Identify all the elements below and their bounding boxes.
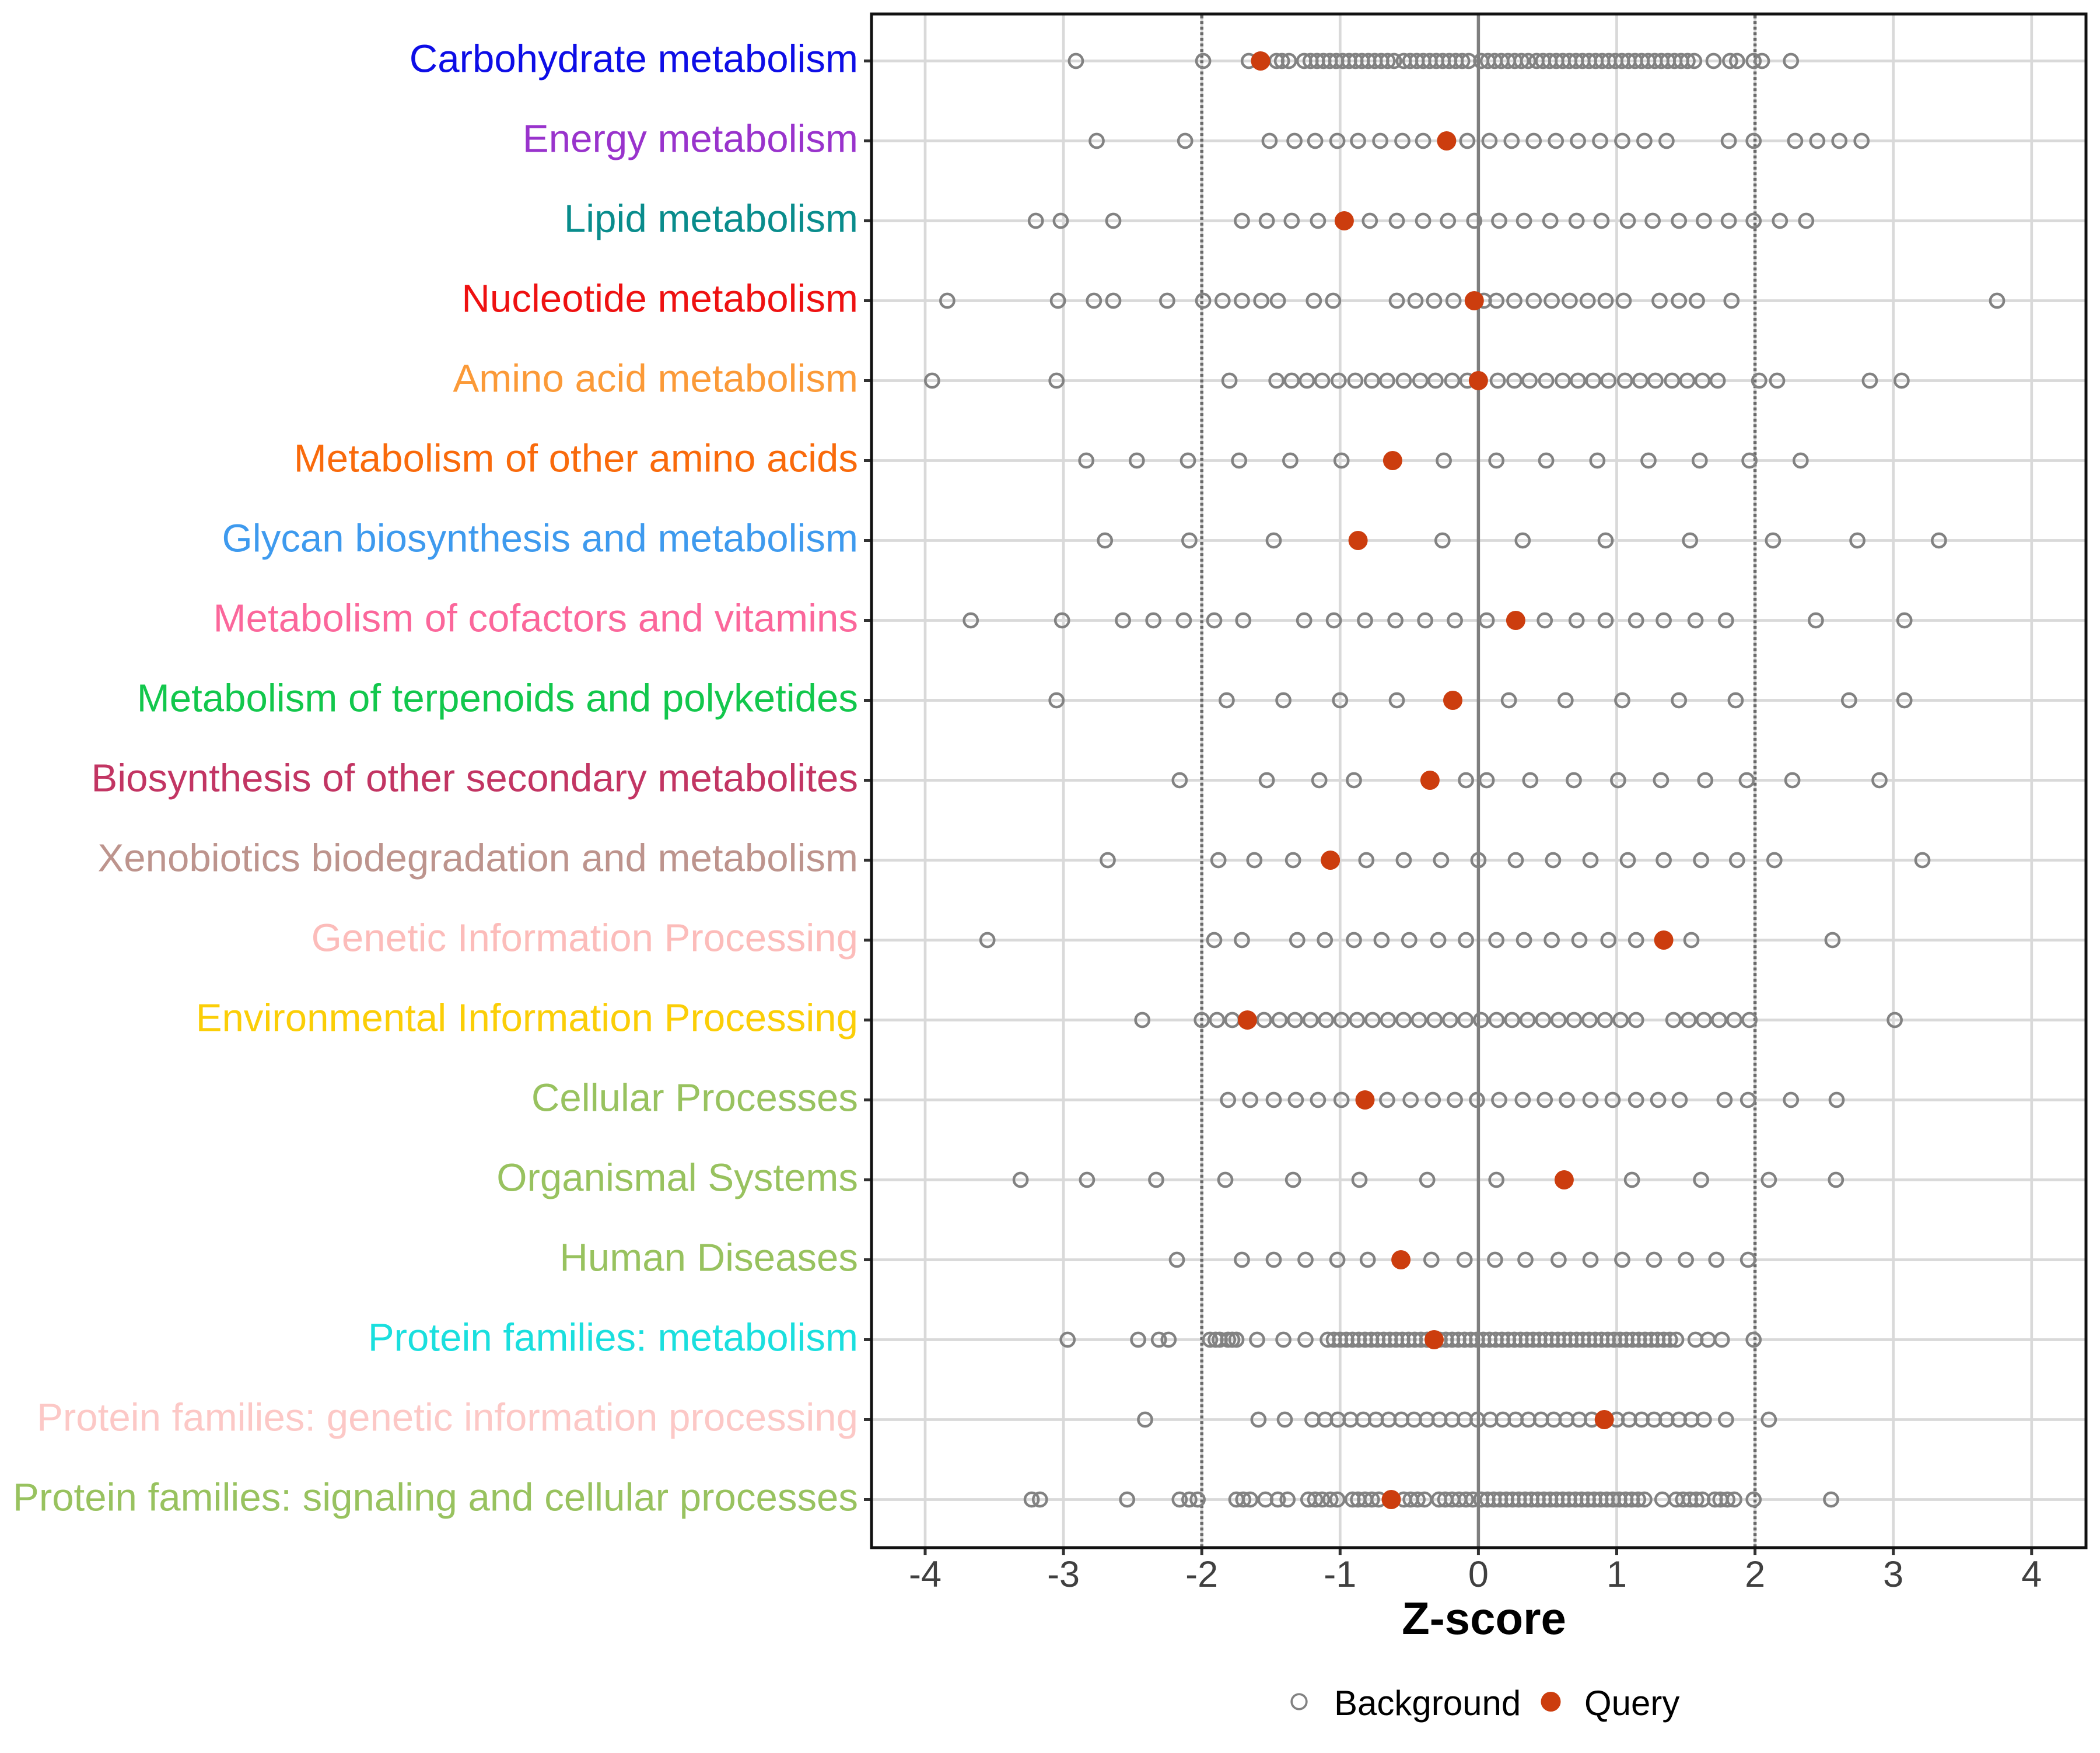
svg-text:Z-score: Z-score <box>1402 1593 1566 1644</box>
svg-text:-3: -3 <box>1047 1554 1080 1595</box>
svg-text:Metabolism of terpenoids and p: Metabolism of terpenoids and polyketides <box>137 677 858 720</box>
svg-text:Protein families: signaling an: Protein families: signaling and cellular… <box>13 1476 858 1520</box>
svg-text:Protein families: genetic info: Protein families: genetic information pr… <box>37 1396 858 1440</box>
svg-text:Query: Query <box>1584 1684 1679 1723</box>
svg-text:Organismal Systems: Organismal Systems <box>496 1156 858 1200</box>
svg-text:Xenobiotics biodegradation and: Xenobiotics biodegradation and metabolis… <box>97 837 858 880</box>
svg-text:1: 1 <box>1606 1554 1627 1595</box>
svg-text:Biosynthesis of other secondar: Biosynthesis of other secondary metaboli… <box>91 757 858 800</box>
svg-text:0: 0 <box>1468 1554 1489 1595</box>
svg-text:Cellular Processes: Cellular Processes <box>531 1076 858 1120</box>
svg-text:2: 2 <box>1745 1554 1765 1595</box>
svg-text:Metabolism of cofactors and vi: Metabolism of cofactors and vitamins <box>214 597 858 641</box>
svg-text:3: 3 <box>1883 1554 1903 1595</box>
svg-text:Carbohydrate metabolism: Carbohydrate metabolism <box>410 37 858 81</box>
svg-text:-1: -1 <box>1324 1554 1356 1595</box>
svg-text:Background: Background <box>1334 1684 1521 1723</box>
svg-text:Energy metabolism: Energy metabolism <box>523 117 858 161</box>
svg-text:Environmental Information Proc: Environmental Information Processing <box>196 996 858 1040</box>
svg-text:Genetic Information Processing: Genetic Information Processing <box>312 916 858 960</box>
svg-text:-4: -4 <box>909 1554 942 1595</box>
svg-text:Nucleotide metabolism: Nucleotide metabolism <box>461 277 858 321</box>
svg-text:Human Diseases: Human Diseases <box>559 1236 858 1280</box>
svg-text:Metabolism of other amino acid: Metabolism of other amino acids <box>294 437 858 481</box>
svg-text:Glycan biosynthesis and metabo: Glycan biosynthesis and metabolism <box>222 517 858 561</box>
svg-text:Lipid metabolism: Lipid metabolism <box>564 197 858 241</box>
svg-text:Protein families: metabolism: Protein families: metabolism <box>368 1316 858 1360</box>
svg-text:4: 4 <box>2021 1554 2042 1595</box>
svg-text:Amino acid metabolism: Amino acid metabolism <box>453 357 858 401</box>
svg-text:-2: -2 <box>1185 1554 1218 1595</box>
